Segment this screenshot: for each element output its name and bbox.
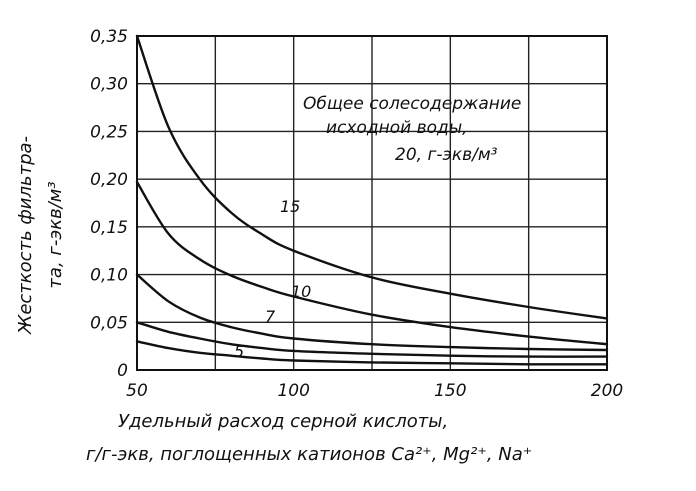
y-tick-label: 0 xyxy=(117,361,128,381)
x-axis-label-line-2: г/г-экв, поглощенных катионов Ca²⁺, Mg²⁺… xyxy=(86,444,532,465)
y-axis-label-line-2: та, г-экв/м³ xyxy=(45,181,66,288)
annotation-line-3: 20, г-экв/м³ xyxy=(395,145,498,165)
grid xyxy=(136,35,608,371)
y-tick-label: 0,15 xyxy=(90,218,128,238)
series-line-5 xyxy=(135,340,609,366)
curve-label-15: 15 xyxy=(280,197,300,216)
curve-labels: 15 10 7 5 xyxy=(234,197,311,361)
annotation-line-1: Общее солесодержание xyxy=(303,94,521,114)
y-tick-label: 0,35 xyxy=(90,27,128,47)
x-axis-label-line-1: Удельный расход серной кислоты, xyxy=(118,411,448,432)
series-line-15 xyxy=(135,180,609,346)
curve-label-5: 5 xyxy=(234,342,244,361)
annotation-line-2: исходной воды, xyxy=(326,118,468,138)
y-tick-label: 0,10 xyxy=(90,266,128,286)
series-lines xyxy=(135,34,609,366)
y-tick-label: 0,25 xyxy=(90,122,128,142)
curve-label-7: 7 xyxy=(265,307,276,326)
series-line-20 xyxy=(135,34,609,320)
y-tick-label: 0,05 xyxy=(90,313,128,333)
curve-label-10: 10 xyxy=(291,282,311,301)
y-tick-label: 0,30 xyxy=(90,75,128,95)
x-tick-label: 50 xyxy=(126,381,148,401)
x-tick-label: 150 xyxy=(434,381,466,401)
series-line-10 xyxy=(135,273,609,352)
tick-labels: 0 0,05 0,10 0,15 0,20 0,25 0,30 0,35 50 100 150 200 xyxy=(90,27,623,401)
series-line-7 xyxy=(135,321,609,358)
x-tick-label: 200 xyxy=(591,381,623,401)
plot-frame xyxy=(136,35,608,371)
y-axis-label-line-1: Жесткость фильтра- xyxy=(15,136,36,335)
y-tick-label: 0,20 xyxy=(90,170,128,190)
x-tick-label: 100 xyxy=(277,381,309,401)
axes xyxy=(136,35,608,371)
